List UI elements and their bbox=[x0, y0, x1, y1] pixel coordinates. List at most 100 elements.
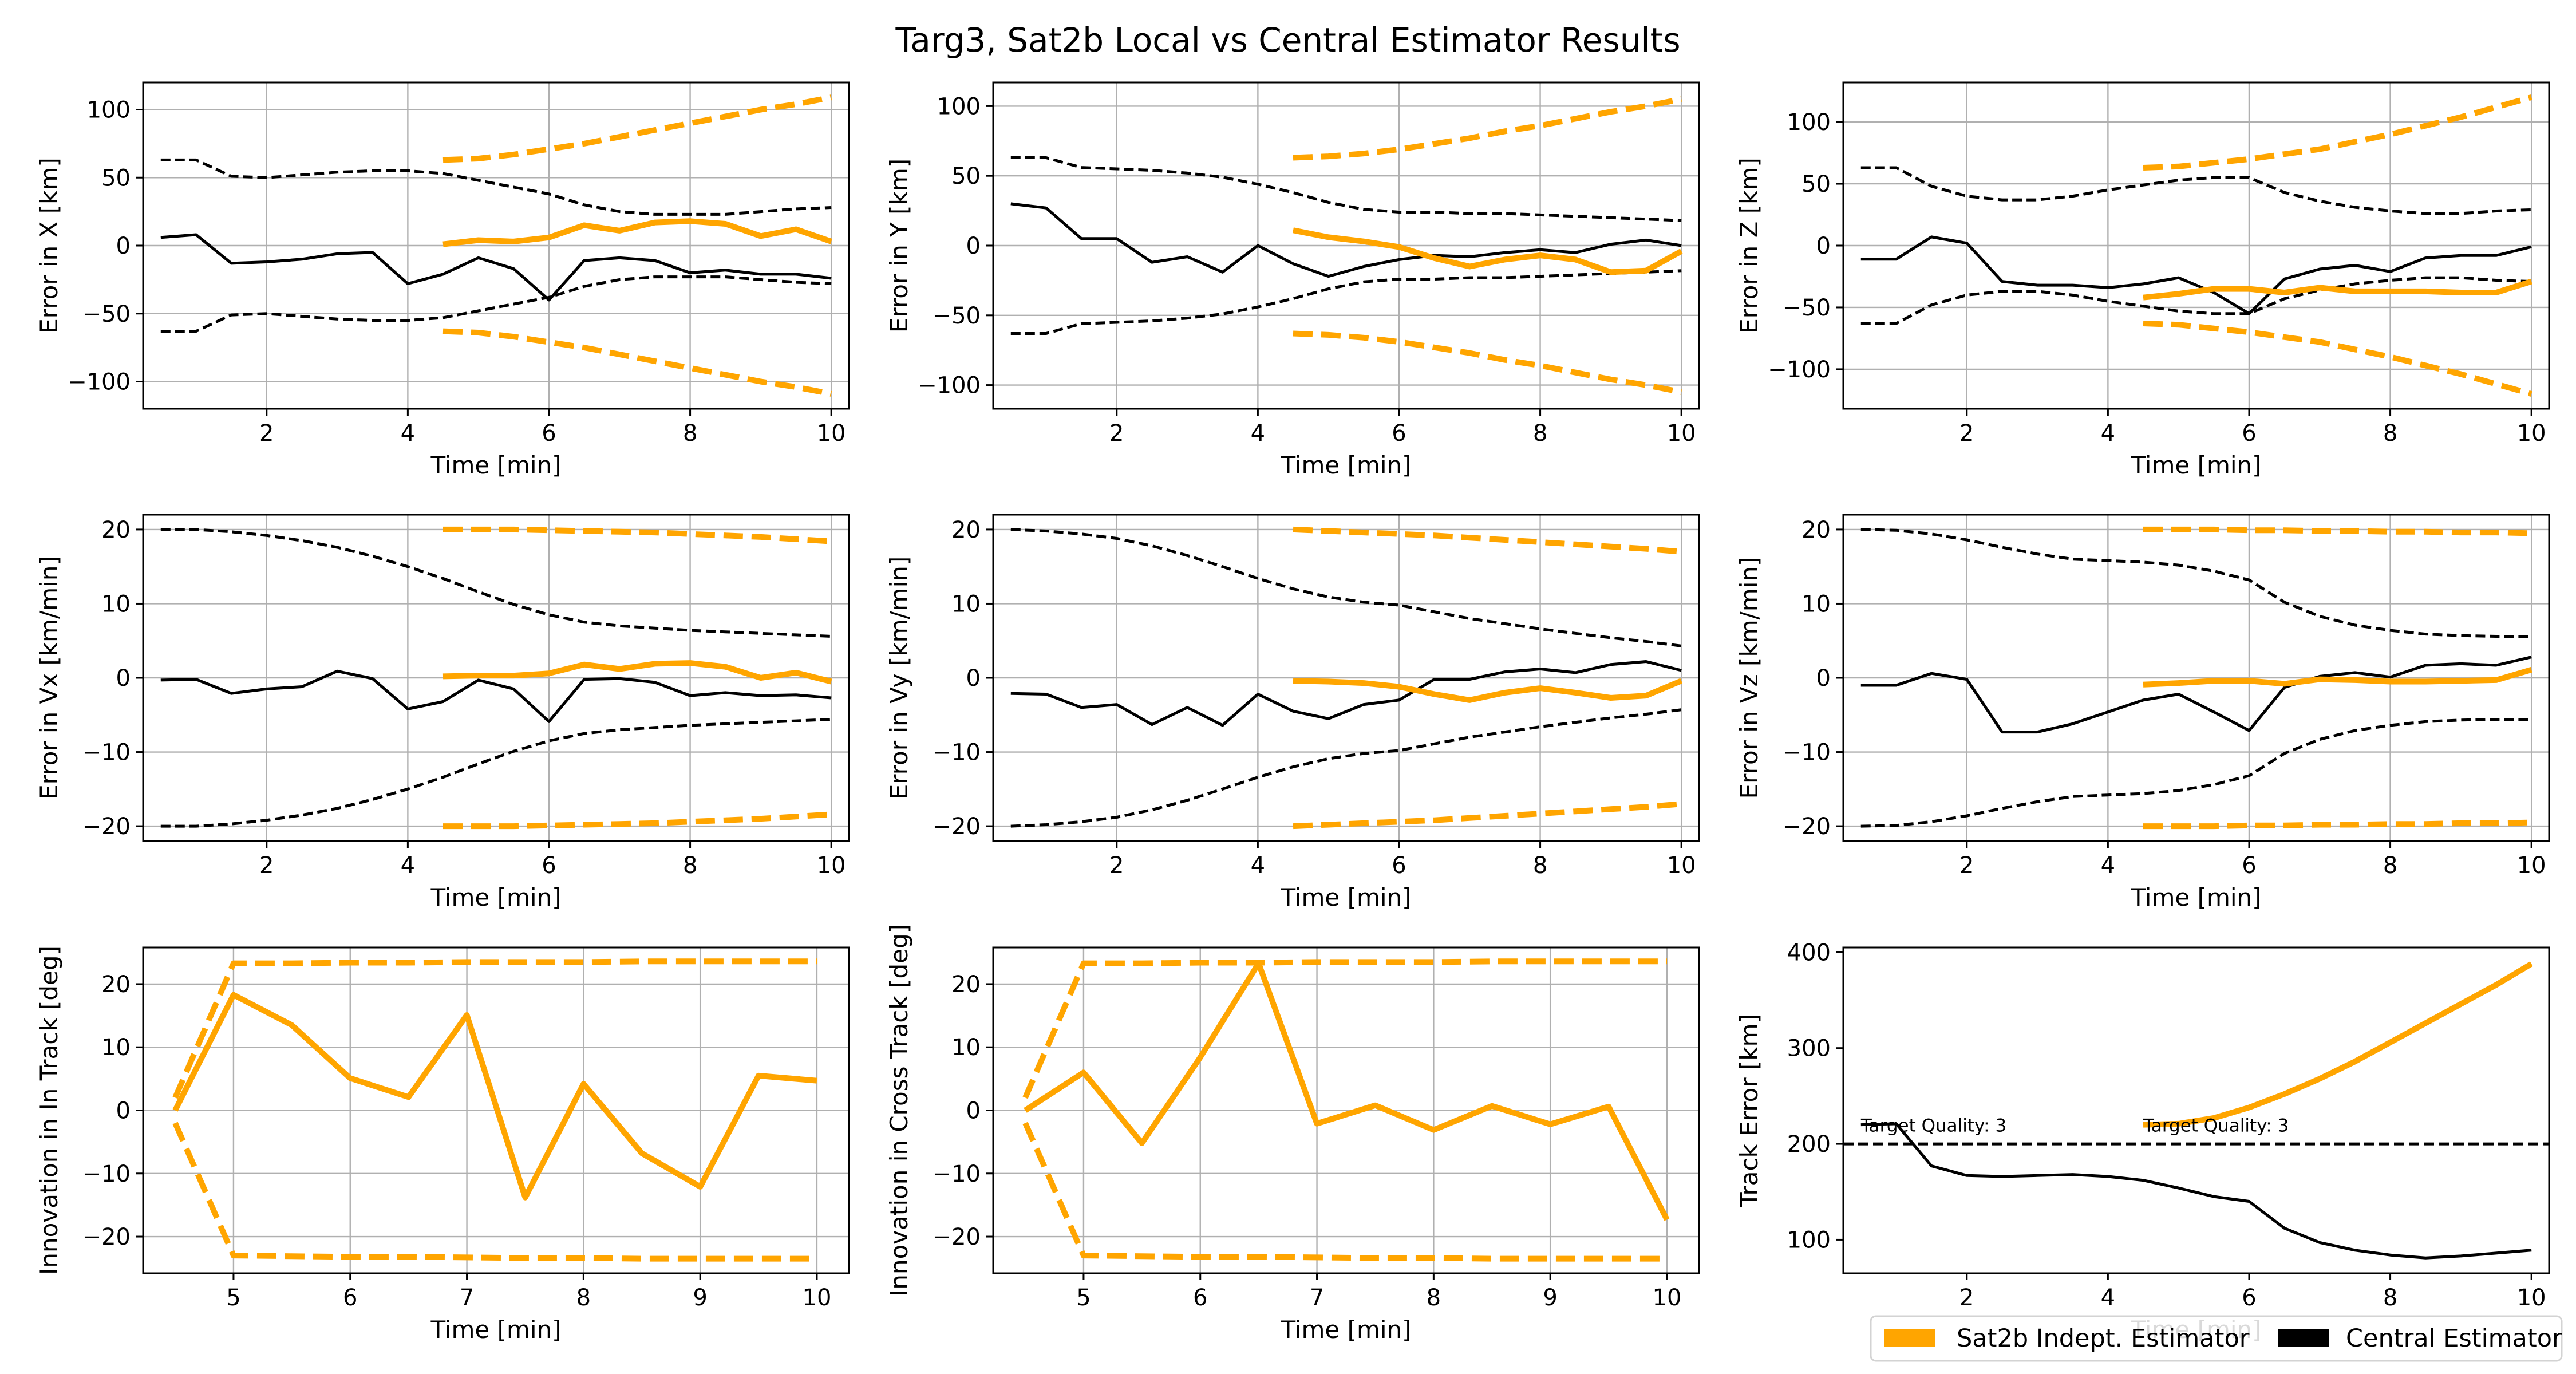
z-xtick-label: 2 bbox=[1959, 420, 1974, 447]
cross-track-ytick-label: 20 bbox=[951, 972, 981, 998]
vx-ytick-label: −10 bbox=[82, 740, 131, 766]
vx-ytick-label: 10 bbox=[101, 591, 131, 617]
track-error-axes-frame bbox=[1842, 946, 2550, 1274]
vx-xtick-label: 8 bbox=[683, 852, 697, 879]
x-series-central-error bbox=[160, 233, 832, 302]
x-xtick-label: 8 bbox=[683, 420, 697, 447]
x-xtick-label: 6 bbox=[542, 420, 556, 447]
vx-xlabel: Time [min] bbox=[430, 883, 561, 911]
x-ytick-label: 50 bbox=[101, 165, 131, 191]
x-series-central-upper-bound bbox=[160, 158, 832, 216]
vy-xtick-label: 8 bbox=[1533, 852, 1547, 879]
vx-ytick-label: 0 bbox=[116, 665, 131, 692]
vy-series-local-lower-bound bbox=[1293, 526, 1682, 555]
z-series-local-lower-bound bbox=[2143, 94, 2532, 171]
subplot-vy-error: 2 4 6 8 10 −20 −10 0 10 20 Time [min] Error in Vy [… bbox=[885, 514, 1700, 911]
cross-track-series-local-upper-bound bbox=[1022, 958, 1667, 1099]
z-ytick-label: −50 bbox=[1783, 295, 1831, 321]
cross-track-xtick-label: 9 bbox=[1543, 1285, 1557, 1311]
in-track-series-local-lower-bound bbox=[172, 1122, 817, 1262]
cross-track-xtick-label: 10 bbox=[1653, 1285, 1682, 1311]
cross-track-series-local-lower-bound bbox=[1022, 1122, 1667, 1262]
track-error-annotation: Target Quality: 3 bbox=[1860, 1115, 2006, 1136]
z-ytick-label: 0 bbox=[1816, 233, 1831, 259]
x-ytick-label: 100 bbox=[87, 97, 131, 124]
in-track-ylabel: Innovation in In Track [deg] bbox=[35, 946, 63, 1275]
vy-series-central-error bbox=[1010, 660, 1682, 727]
in-track-ytick-label: 20 bbox=[101, 972, 131, 998]
vy-xtick-label: 10 bbox=[1667, 852, 1696, 879]
vy-ytick-label: −20 bbox=[933, 814, 981, 840]
track-error-xtick-label: 8 bbox=[2383, 1285, 2397, 1311]
x-series-central-lower-bound bbox=[160, 275, 832, 333]
cross-track-xtick-label: 5 bbox=[1076, 1285, 1091, 1311]
z-ytick-label: 100 bbox=[1787, 109, 1831, 136]
vz-ytick-label: −10 bbox=[1783, 740, 1831, 766]
in-track-xlabel: Time [min] bbox=[430, 1316, 561, 1344]
vz-series-central-upper-bound bbox=[1860, 528, 2532, 638]
in-track-xtick-label: 7 bbox=[460, 1285, 474, 1311]
vy-xtick-label: 2 bbox=[1109, 852, 1124, 879]
vz-ylabel: Error in Vz [km/min] bbox=[1735, 557, 1763, 799]
x-ylabel: Error in X [km] bbox=[35, 157, 63, 334]
vy-xlabel: Time [min] bbox=[1280, 883, 1411, 911]
z-xtick-label: 8 bbox=[2383, 420, 2397, 447]
x-ytick-label: −100 bbox=[68, 369, 131, 396]
in-track-xtick-label: 5 bbox=[226, 1285, 240, 1311]
y-ytick-label: 50 bbox=[951, 163, 981, 189]
y-xtick-label: 8 bbox=[1533, 420, 1547, 447]
vz-xtick-label: 4 bbox=[2101, 852, 2115, 879]
figure-title: Targ3, Sat2b Local vs Central Estimator … bbox=[895, 21, 1680, 60]
x-series-local-upper-bound bbox=[442, 328, 832, 397]
track-error-ylabel: Track Error [km] bbox=[1735, 1014, 1763, 1207]
cross-track-ytick-label: 0 bbox=[966, 1098, 981, 1124]
vy-xtick-label: 6 bbox=[1392, 852, 1406, 879]
cross-track-ytick-label: −20 bbox=[933, 1224, 981, 1250]
z-xtick-label: 10 bbox=[2517, 420, 2546, 447]
y-ylabel: Error in Y [km] bbox=[885, 159, 913, 333]
vy-ytick-label: 0 bbox=[966, 665, 981, 692]
track-error-xtick-label: 4 bbox=[2101, 1285, 2115, 1311]
legend-label-central: Central Estimator bbox=[2346, 1324, 2562, 1353]
cross-track-xtick-label: 8 bbox=[1427, 1285, 1441, 1311]
vy-ytick-label: −10 bbox=[933, 740, 981, 766]
vy-series-central-upper-bound bbox=[1010, 528, 1682, 647]
legend: Sat2b Indept. Estimator Central Estimato… bbox=[1870, 1315, 2563, 1362]
in-track-xtick-label: 6 bbox=[343, 1285, 357, 1311]
y-series-central-upper-bound bbox=[1010, 156, 1682, 222]
vz-ytick-label: 20 bbox=[1801, 517, 1831, 543]
vx-series-central-upper-bound bbox=[160, 528, 832, 638]
subplot-in-track-innovation: 5 6 7 8 9 10 −20 −10 0 10 20 Time [min] Innovation i… bbox=[35, 946, 850, 1344]
vx-series-local-upper-bound bbox=[443, 811, 832, 830]
vx-series-central-lower-bound bbox=[160, 718, 832, 828]
in-track-series-local-upper-bound bbox=[172, 958, 817, 1099]
z-series-central-upper-bound bbox=[1860, 166, 2532, 215]
cross-track-ylabel: Innovation in Cross Track [deg] bbox=[885, 924, 913, 1297]
vz-xtick-label: 6 bbox=[2242, 852, 2256, 879]
track-error-series-central-error bbox=[1860, 1122, 2532, 1260]
legend-label-local: Sat2b Indept. Estimator bbox=[1957, 1324, 2250, 1353]
y-xtick-label: 10 bbox=[1667, 420, 1696, 447]
legend-frame bbox=[1870, 1315, 2563, 1362]
vz-series-local-upper-bound bbox=[2143, 819, 2532, 830]
y-xlabel: Time [min] bbox=[1280, 451, 1411, 479]
x-ytick-label: −50 bbox=[82, 301, 131, 327]
vx-xtick-label: 6 bbox=[542, 852, 556, 879]
vx-ytick-label: 20 bbox=[101, 517, 131, 543]
vz-ytick-label: 10 bbox=[1801, 591, 1831, 617]
subplot-x-error: 2 4 6 8 10 −100 −50 0 50 100 Time [min] Error in X … bbox=[35, 81, 850, 479]
in-track-ytick-label: −20 bbox=[82, 1224, 131, 1250]
x-series-local-lower-bound bbox=[442, 94, 832, 163]
track-error-annotation: Target Quality: 3 bbox=[2143, 1115, 2289, 1136]
vx-series-local-error bbox=[442, 660, 832, 685]
z-series-central-lower-bound bbox=[1860, 276, 2532, 325]
track-error-xtick-label: 2 bbox=[1959, 1285, 1974, 1311]
vz-ytick-label: −20 bbox=[1783, 814, 1831, 840]
vy-series-central-lower-bound bbox=[1010, 708, 1682, 828]
y-series-central-lower-bound bbox=[1010, 269, 1682, 335]
vy-series-local-upper-bound bbox=[1293, 801, 1682, 830]
vx-ytick-label: −20 bbox=[82, 814, 131, 840]
cross-track-xlabel: Time [min] bbox=[1280, 1316, 1411, 1344]
legend-swatch-local bbox=[1884, 1329, 1935, 1347]
in-track-ytick-label: 0 bbox=[116, 1098, 131, 1124]
